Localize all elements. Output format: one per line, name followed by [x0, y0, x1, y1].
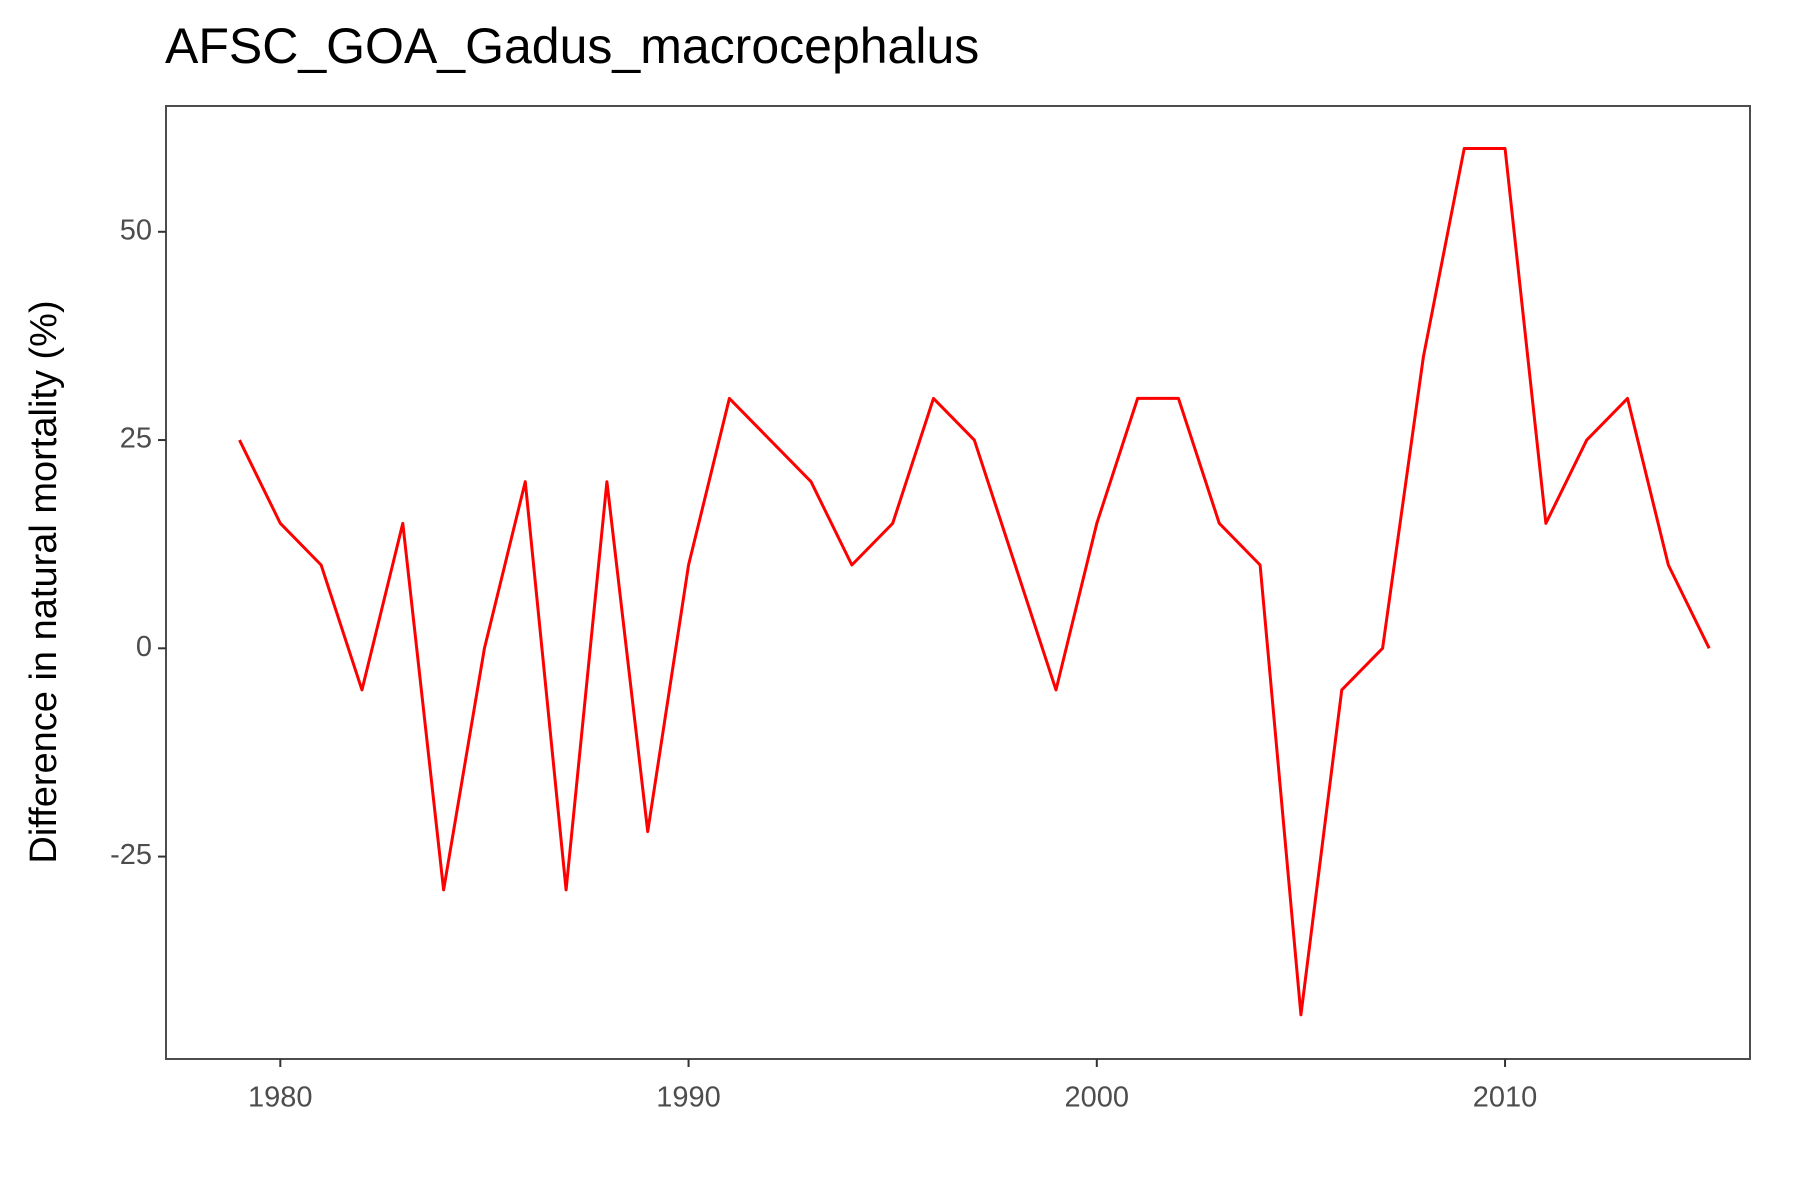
y-tick-label: 25 — [120, 423, 152, 455]
panel-border — [165, 105, 1751, 1060]
x-tick-label: 2000 — [1065, 1082, 1130, 1114]
x-tick-label: 2010 — [1473, 1082, 1538, 1114]
y-axis-label: Difference in natural mortality (%) — [23, 300, 65, 863]
chart-title: AFSC_GOA_Gadus_macrocephalus — [165, 18, 979, 74]
data-line — [238, 146, 1711, 1017]
y-tick-label: -25 — [110, 839, 152, 871]
x-tick-label: 1980 — [248, 1082, 313, 1114]
y-tick-label: 50 — [120, 214, 152, 246]
y-tick-label: 0 — [136, 631, 152, 663]
x-tick-label: 1990 — [656, 1082, 721, 1114]
